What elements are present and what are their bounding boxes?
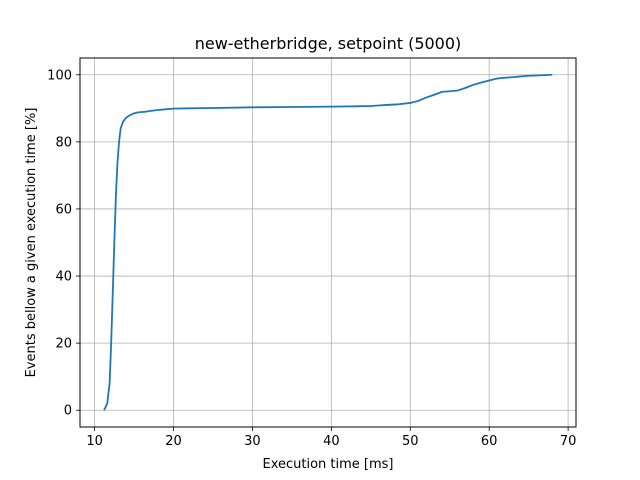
x-tick-label: 50 — [402, 434, 419, 449]
y-tick-label: 40 — [55, 270, 72, 285]
grid — [80, 58, 576, 427]
series-line — [103, 73, 553, 411]
y-tick-label: 100 — [47, 68, 72, 83]
chart-title: new-etherbridge, setpoint (5000) — [195, 34, 462, 53]
x-tick-label: 10 — [86, 434, 103, 449]
plot-series — [103, 73, 553, 411]
y-axis-label: Events bellow a given execution time [%] — [24, 108, 39, 378]
axis-ticks: 10 20 30 40 50 60 70 0 20 40 60 80 100 — [47, 68, 576, 449]
y-tick-label: 0 — [64, 404, 72, 419]
y-tick-label: 80 — [55, 135, 72, 150]
x-tick-label: 20 — [165, 434, 182, 449]
x-tick-label: 60 — [481, 434, 498, 449]
x-tick-label: 40 — [323, 434, 340, 449]
x-tick-label: 70 — [560, 434, 577, 449]
x-axis-label: Execution time [ms] — [262, 457, 393, 472]
plot-frame — [79, 57, 577, 428]
y-tick-label: 20 — [55, 337, 72, 352]
x-tick-label: 30 — [244, 434, 261, 449]
y-tick-label: 60 — [55, 202, 72, 217]
